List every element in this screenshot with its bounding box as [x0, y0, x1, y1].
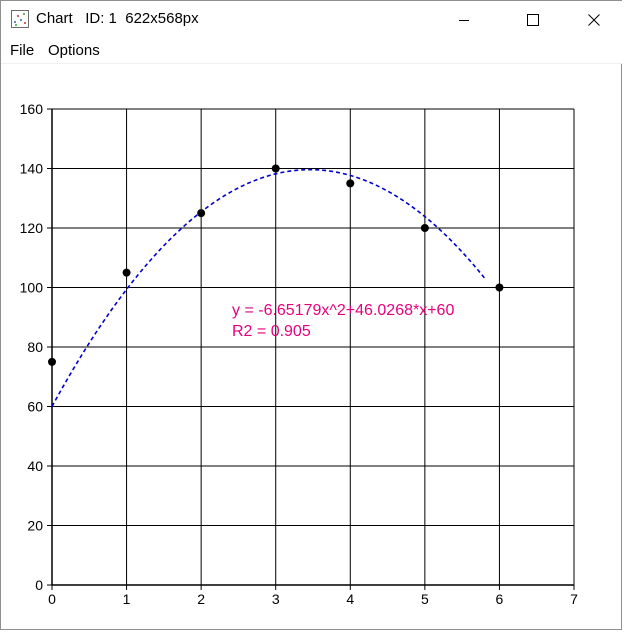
y-tick-label: 60	[27, 399, 43, 415]
y-tick-label: 80	[27, 339, 43, 355]
window-title: Chart ID: 1 622x568px	[36, 10, 199, 27]
window-size-label: 622x568px	[125, 10, 199, 27]
y-tick-label: 20	[27, 518, 43, 534]
fit-r2-label: R2 = 0.905	[232, 323, 311, 340]
menu-options[interactable]: Options	[48, 42, 100, 59]
y-tick-label: 160	[20, 101, 44, 117]
x-tick-label: 6	[496, 591, 504, 607]
y-tick-label: 100	[20, 280, 44, 296]
x-tick-label: 4	[346, 591, 354, 607]
data-point	[271, 164, 280, 173]
maximize-icon	[527, 13, 539, 26]
chart-app-icon	[11, 10, 29, 28]
data-point	[420, 224, 429, 232]
y-tick-label: 120	[20, 220, 44, 236]
x-tick-label: 1	[123, 591, 131, 607]
data-point	[495, 283, 504, 292]
y-tick-label: 0	[35, 577, 43, 593]
fit-equation-label: y = -6.65179x^2+46.0268*x+60	[232, 302, 454, 319]
menu-file[interactable]: File	[10, 42, 35, 59]
x-tick-label: 5	[421, 591, 429, 607]
x-tick-label: 3	[272, 591, 280, 607]
data-point	[197, 209, 206, 218]
fit-curve	[51, 168, 486, 407]
data-point	[48, 357, 56, 366]
data-point	[346, 179, 355, 188]
chart-plot: 0 1 2 3 4 5 6 7 0 20 40 60 80 100 120 140 160 y = -6.6517…	[20, 101, 578, 607]
x-tick-label: 0	[48, 591, 56, 607]
x-tick-label: 2	[197, 591, 205, 607]
x-tick-label: 7	[570, 591, 578, 607]
minimize-icon	[459, 19, 469, 21]
window-title-name: Chart	[36, 10, 73, 27]
minimize-button[interactable]	[441, 1, 487, 38]
title-bar[interactable]: Chart ID: 1 622x568px	[1, 1, 623, 38]
maximize-button[interactable]	[510, 1, 556, 38]
menu-bar: File Options	[1, 38, 623, 64]
close-button[interactable]	[571, 1, 617, 38]
window-id-label: ID: 1	[85, 10, 117, 27]
y-tick-label: 140	[20, 161, 44, 177]
data-point	[122, 268, 131, 277]
y-tick-label: 40	[27, 458, 43, 474]
close-icon	[588, 13, 600, 26]
